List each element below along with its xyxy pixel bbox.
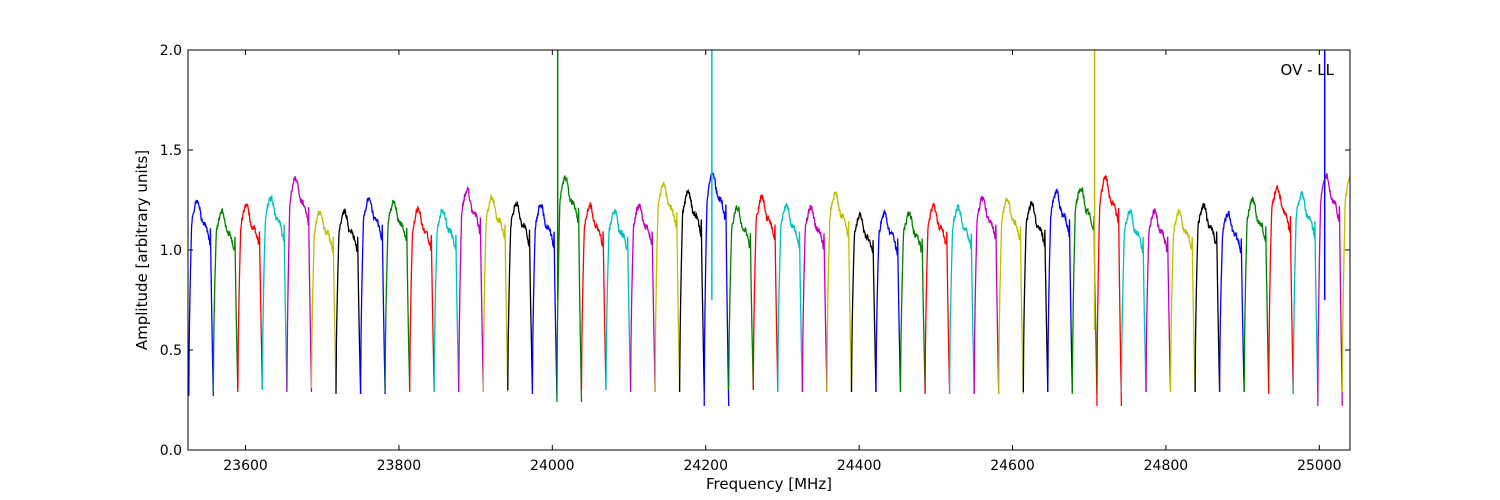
spectrum-band-30	[899, 211, 926, 393]
spectrum-band-6	[310, 210, 337, 389]
spectrum-band-28	[850, 211, 877, 393]
spectrum-band-34	[998, 196, 1024, 395]
spectrum-band-29	[875, 208, 902, 393]
x-tick-label: 24000	[530, 458, 575, 474]
spectrum-band-8	[359, 196, 386, 395]
spectrum-band-38	[1096, 174, 1123, 407]
series-layer	[188, 50, 1350, 407]
spectrum-band-14	[507, 201, 534, 391]
spectrum-band-35	[1022, 201, 1049, 393]
x-tick-label: 23800	[377, 458, 422, 474]
spectrum-band-22	[703, 171, 730, 407]
spectrum-band-20	[654, 181, 681, 393]
spectrum-band-21	[678, 188, 705, 393]
spectrum-band-23	[728, 205, 754, 391]
y-tick-label: 0.0	[160, 443, 182, 459]
spectrum-band-26	[801, 204, 828, 393]
plot-annotation: OV - LL	[1281, 61, 1335, 79]
spectrum-band-44	[1243, 196, 1270, 393]
spectrum-band-17	[580, 202, 607, 391]
y-tick-label: 1.0	[160, 243, 182, 259]
y-axis-label: Amplitude [arbitrary units]	[133, 150, 151, 350]
plot-background	[188, 50, 1350, 450]
y-tick-label: 1.5	[160, 143, 182, 159]
spectrum-band-27	[826, 191, 853, 393]
spectrum-band-37	[1071, 187, 1098, 395]
spectrum-band-43	[1218, 210, 1245, 393]
x-tick-label: 24200	[683, 458, 728, 474]
y-tick-label: 0.5	[160, 343, 182, 359]
spectrum-band-36	[1047, 188, 1073, 393]
spectrum-band-31	[924, 202, 951, 395]
spectrum-band-32	[948, 203, 975, 395]
spectrum-band-19	[629, 203, 656, 393]
spectrum-band-9	[384, 199, 411, 393]
spectrum-band-48	[1341, 174, 1350, 393]
spectrum-band-4	[261, 195, 288, 391]
x-tick-label: 24800	[1144, 458, 1189, 474]
spectrum-band-12	[458, 186, 484, 393]
spectrum-band-2	[212, 207, 239, 393]
x-tick-label: 25000	[1297, 458, 1342, 474]
x-axis-label: Frequency [MHz]	[706, 475, 832, 493]
spectrum-band-1	[188, 199, 214, 397]
spectrum-band-5	[286, 176, 313, 393]
spectrum-band-7	[335, 208, 362, 395]
spectrum-band-45	[1268, 185, 1294, 395]
spectrum-band-18	[605, 209, 632, 391]
spectrum-band-42	[1194, 203, 1221, 393]
y-tick-label: 2.0	[160, 43, 182, 59]
spectrum-band-46	[1292, 190, 1319, 395]
spectrum-band-25	[777, 202, 804, 393]
spectrum-band-10	[409, 205, 435, 393]
spectrum-band-33	[973, 195, 1000, 395]
spectrum-band-47	[1317, 173, 1343, 407]
spectrum-band-13	[482, 193, 509, 393]
x-tick-label: 24400	[837, 458, 882, 474]
x-tick-label: 24600	[990, 458, 1035, 474]
spectrum-band-41	[1169, 209, 1196, 393]
spectrum-band-16	[556, 175, 583, 403]
spectrum-band-40	[1145, 208, 1172, 393]
spectrum-band-39	[1120, 209, 1147, 393]
spectrum-band-24	[752, 194, 779, 391]
spectrum-band-11	[433, 208, 460, 393]
spectrum-band-15	[531, 204, 558, 395]
x-tick-label: 23600	[223, 458, 268, 474]
ticks-layer: 23600 23800 24000 24200 24400 24600 24800 25000…	[160, 43, 1350, 474]
spectrum-band-3	[237, 203, 264, 391]
